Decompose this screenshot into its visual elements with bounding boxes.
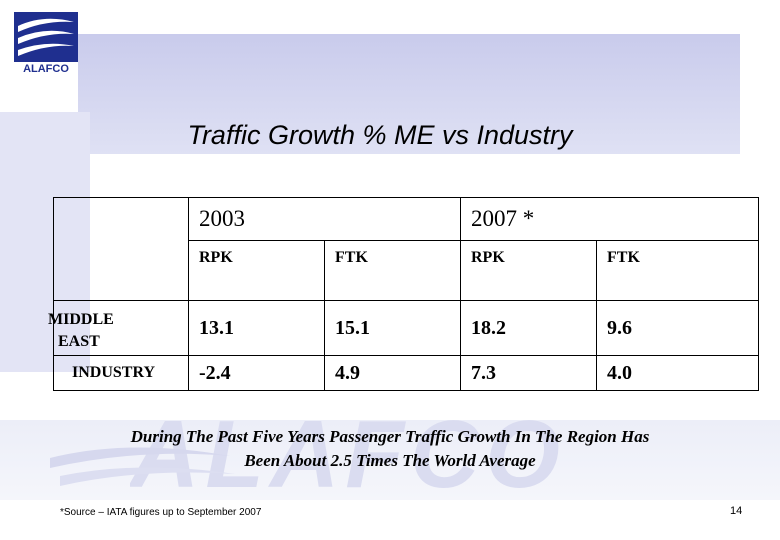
page-number: 14: [730, 505, 743, 517]
cell-ind-rpk-2003: -2.4: [188, 355, 325, 391]
table-row: INDUSTRY -2.4 4.9 7.3 4.0: [53, 355, 759, 391]
table-corner-cell: [53, 197, 189, 301]
traffic-growth-table: 2003 2007 * RPK FTK RPK FTK MIDDLE EAST …: [48, 197, 759, 391]
background-band-top: [78, 34, 740, 154]
row-label-line: MIDDLE: [48, 311, 114, 328]
row-label-line: EAST: [58, 333, 100, 350]
watermark-logo-text: ALAFCO: [130, 401, 566, 508]
year-header-2003: 2003: [188, 197, 461, 241]
row-label-industry: INDUSTRY: [53, 355, 189, 391]
table-header-metrics: RPK FTK RPK FTK: [54, 240, 759, 301]
background-band-bottom: [0, 420, 780, 500]
caption-line: Been About 2.5 Times The World Average: [244, 451, 536, 470]
year-header-2007: 2007 *: [460, 197, 759, 241]
slide-caption: During The Past Five Years Passenger Tra…: [40, 425, 740, 473]
cell-me-rpk-2007: 18.2: [460, 300, 597, 356]
table-row: MIDDLE EAST 13.1 15.1 18.2 9.6: [48, 300, 759, 356]
cell-ind-ftk-2007: 4.0: [596, 355, 759, 391]
cell-ind-rpk-2007: 7.3: [460, 355, 597, 391]
caption-line: During The Past Five Years Passenger Tra…: [130, 427, 650, 446]
metric-header-ftk-2003: FTK: [324, 240, 461, 301]
logo-swoosh-icon: [18, 18, 74, 56]
slide-title: Traffic Growth % ME vs Industry: [187, 120, 573, 150]
row-label-middle-east: MIDDLE EAST: [48, 300, 189, 356]
source-footnote: *Source – IATA figures up to September 2…: [60, 507, 262, 518]
company-logo: ALAFCO: [14, 12, 78, 78]
cell-ind-ftk-2003: 4.9: [324, 355, 461, 391]
cell-me-ftk-2007: 9.6: [596, 300, 759, 356]
watermark-swoosh-icon: [50, 447, 235, 486]
metric-header-ftk-2007: FTK: [596, 240, 759, 301]
table-header-years: 2003 2007 *: [53, 197, 759, 301]
metric-header-rpk-2007: RPK: [460, 240, 597, 301]
logo-wordmark: ALAFCO: [23, 63, 69, 75]
cell-me-rpk-2003: 13.1: [188, 300, 325, 356]
cell-me-ftk-2003: 15.1: [324, 300, 461, 356]
logo-mark: [14, 12, 78, 62]
metric-header-rpk-2003: RPK: [188, 240, 325, 301]
